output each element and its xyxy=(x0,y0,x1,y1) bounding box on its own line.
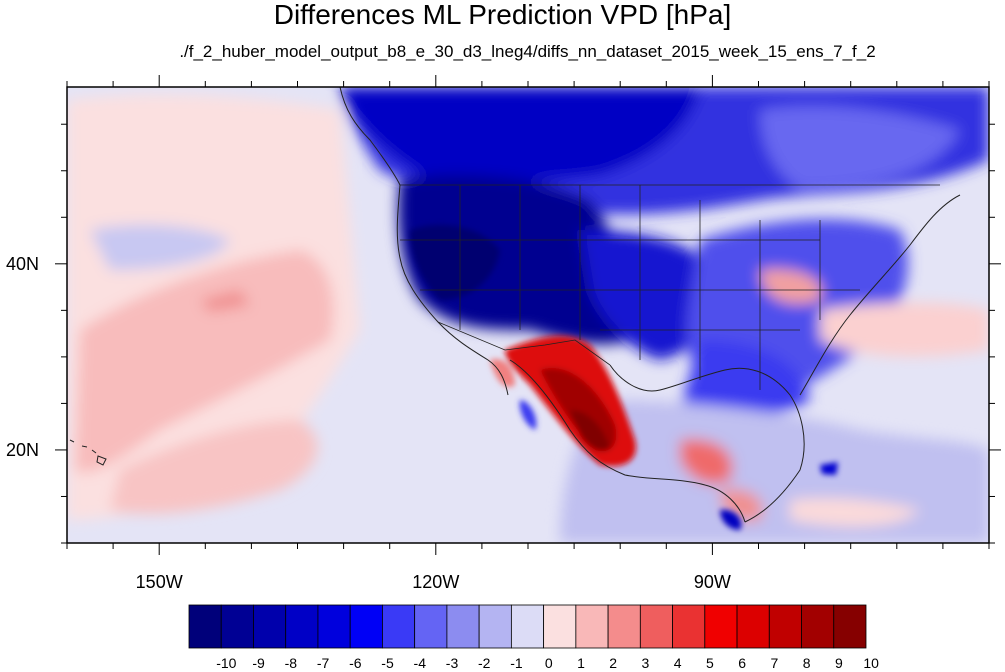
colorbar-swatch xyxy=(736,604,770,649)
colorbar-label: -1 xyxy=(510,655,523,671)
colorbar-swatch xyxy=(220,604,254,649)
colorbar-label: 4 xyxy=(674,655,682,671)
colorbar-label: 2 xyxy=(609,655,617,671)
colorbar-label: -2 xyxy=(478,655,491,671)
y-tick-label: 40N xyxy=(6,254,39,274)
colorbar-label: -6 xyxy=(349,655,362,671)
colorbar-swatch xyxy=(349,604,383,649)
y-axis: 40N 20N xyxy=(6,123,1001,544)
colorbar-label: 8 xyxy=(803,655,811,671)
colorbar-swatch xyxy=(672,604,706,649)
chart-subtitle: ./f_2_huber_model_output_b8_e_30_d3_lneg… xyxy=(179,42,876,61)
colorbar-swatch xyxy=(446,604,480,649)
colorbar-swatch xyxy=(317,604,351,649)
colorbar-swatch xyxy=(801,604,835,649)
colorbar-label: 5 xyxy=(706,655,714,671)
colorbar-label: -5 xyxy=(381,655,394,671)
colorbar-label: 6 xyxy=(738,655,746,671)
colorbar-label: 3 xyxy=(642,655,650,671)
colorbar-swatch xyxy=(188,604,222,649)
colorbar-label: -3 xyxy=(446,655,459,671)
coastline xyxy=(339,86,961,523)
colorbar-label: -9 xyxy=(252,655,265,671)
colorbar-swatch xyxy=(285,604,319,649)
y-tick-label: 20N xyxy=(6,440,39,460)
x-tick-label: 90W xyxy=(694,572,731,592)
colorbar-swatch xyxy=(607,604,641,649)
x-tick-label: 150W xyxy=(136,572,183,592)
colorbar-swatch xyxy=(768,604,802,649)
x-axis: 150W 120W 90W xyxy=(66,75,990,592)
colorbar-swatch xyxy=(575,604,609,649)
colorbar-swatch xyxy=(704,604,738,649)
colorbar: -10 -9 -8 -7 -6 -5 -4 -3 -2 -1 0 1 2 3 4 5 6 7 8 9 10 xyxy=(188,604,879,671)
colorbar-swatch xyxy=(639,604,673,649)
colorbar-label: -7 xyxy=(317,655,330,671)
colorbar-swatch xyxy=(414,604,448,649)
colorbar-swatch xyxy=(833,604,867,649)
colorbar-swatch xyxy=(478,604,512,649)
colorbar-swatch xyxy=(510,604,545,649)
colorbar-swatch xyxy=(543,604,577,649)
colorbar-label: -4 xyxy=(414,655,427,671)
colorbar-label: 0 xyxy=(545,655,553,671)
hawaii xyxy=(69,439,107,466)
chart-title: Differences ML Prediction VPD [hPa] xyxy=(273,0,732,30)
x-tick-label: 120W xyxy=(412,572,459,592)
colorbar-label: -8 xyxy=(285,655,298,671)
colorbar-label: 10 xyxy=(863,655,879,671)
colorbar-label: 7 xyxy=(770,655,778,671)
colorbar-label: 1 xyxy=(577,655,585,671)
colorbar-swatch xyxy=(253,604,287,649)
data-field xyxy=(67,87,989,543)
political-borders xyxy=(400,184,940,390)
colorbar-swatch xyxy=(382,604,416,649)
colorbar-label: 9 xyxy=(835,655,843,671)
colorbar-label: -10 xyxy=(216,655,236,671)
